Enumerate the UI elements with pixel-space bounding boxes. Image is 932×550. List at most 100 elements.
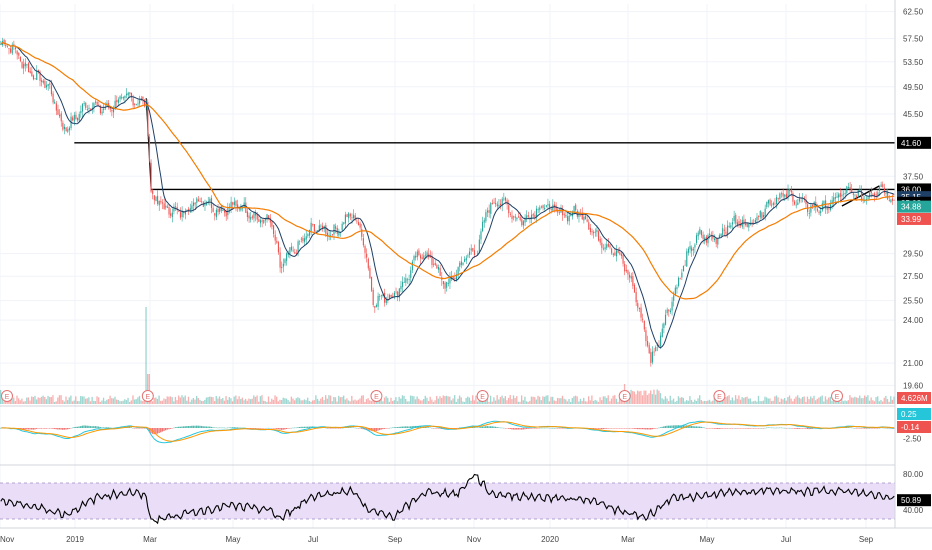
volume-bar [205,397,208,404]
earnings-marker[interactable]: E [713,390,726,402]
candle-body [214,213,216,216]
volume-bar [277,401,279,404]
volume-bar [814,400,817,404]
candle-body [676,287,678,290]
macd-histogram-bar [620,428,622,429]
macd-histogram-bar [55,428,57,430]
volume-bar [99,401,101,404]
volume-bar [367,398,369,404]
macd-histogram-bar [334,427,337,429]
volume-bar [342,395,345,404]
volume-bar [3,401,5,404]
volume-bar [645,390,647,404]
volume-bar [192,397,195,404]
candle-body [500,203,502,206]
macd-histogram-bar [614,428,616,429]
macd-histogram-bar [607,428,609,429]
macd-histogram-bar [720,428,722,429]
candle-body [437,266,440,270]
earnings-marker[interactable]: E [370,390,383,402]
candle-body [223,210,226,213]
earnings-marker[interactable]: E [1,390,13,402]
trend-line [841,185,880,207]
volume-bar [772,400,774,404]
candle-body [890,199,892,203]
candle-body [493,202,495,204]
earnings-marker[interactable]: E [618,390,631,402]
volume-bar [261,395,263,404]
earnings-marker[interactable]: E [476,390,489,402]
candle-body [96,101,98,105]
macd-histogram-bar [648,428,650,430]
volume-bar [846,401,848,404]
candle-body [653,351,655,353]
macd-histogram-bar [860,428,863,429]
macd-histogram-bar [220,427,222,429]
macd-histogram-bar [865,428,867,429]
horizontal-levels[interactable] [74,98,895,207]
candle-body [771,204,773,206]
candle-body [465,257,467,261]
macd-histogram-bar [797,428,799,429]
volume-bar [310,401,312,404]
volume-bar [703,400,706,404]
candle-body [660,335,662,347]
candle-body [758,216,760,217]
macd-histogram-bar [537,428,539,429]
earnings-marker[interactable]: E [831,390,844,402]
volume-bar [97,397,100,404]
candle-body [689,245,691,250]
macd-histogram-bar [424,426,426,428]
macd-histogram-bar [496,427,498,428]
volume-bar [163,398,165,404]
volume-bar [728,395,730,404]
macd-histogram-bar [293,427,296,429]
macd-histogram-bar [161,428,164,432]
volume-bar [547,395,549,404]
moving-averages [0,42,895,349]
candle-body [379,296,381,297]
volume-bar [679,397,681,404]
candle-body [779,193,781,200]
volume-bar [356,400,358,404]
volume-bar [615,398,618,404]
macd-histogram-bar [333,428,335,429]
earnings-marker[interactable]: E [141,390,154,402]
macd-histogram-bar [328,428,330,429]
candle-body [553,204,556,207]
macd-histogram-bar [387,428,389,429]
rsi-value-label-text: 50.89 [901,496,922,505]
macd-histogram-bar [106,427,108,428]
volume-bar [295,398,297,404]
macd-histogram-bar [212,427,214,428]
macd-histogram-bar [553,427,555,429]
macd-histogram-bar [396,427,399,428]
candle-body [712,234,714,239]
macd-histogram-bar [622,428,624,429]
volume-bar [811,398,814,404]
candle-body [606,244,608,248]
macd-histogram-bar [552,427,554,429]
candle-body [640,307,642,318]
macd-histogram-bar [654,428,657,429]
volume-bar [120,401,123,404]
volume-bar [700,400,702,404]
volume-bar [586,401,588,404]
volume-bar [818,397,820,404]
macd-histogram-bar [783,427,786,429]
price-label: 41.60 [897,136,931,149]
rsi-pane[interactable] [0,464,895,528]
macd-histogram-bar [22,428,25,430]
price-candles[interactable] [0,37,895,367]
candle-body [155,196,157,201]
macd-histogram-bar [50,428,52,429]
candle-body [232,202,234,205]
macd-histogram-bar [754,428,756,429]
candle-body [111,110,113,112]
macd-pane[interactable] [0,405,895,444]
macd-histogram-bar [440,428,443,429]
candle-body [860,190,863,200]
macd-histogram-bar [663,426,665,428]
